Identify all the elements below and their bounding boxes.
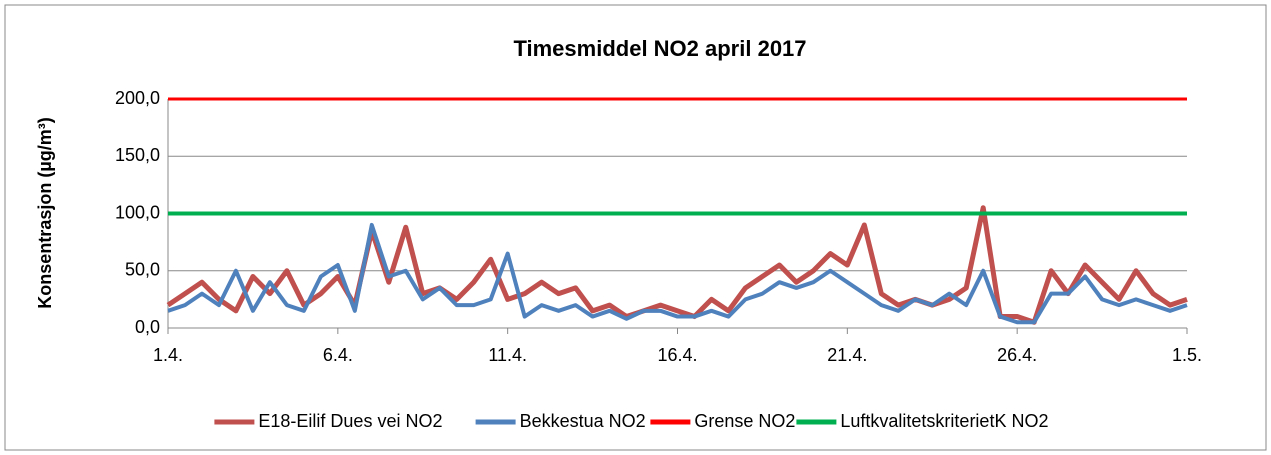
x-tick-label: 1.5. — [1172, 345, 1202, 365]
y-tick-label: 50,0 — [125, 260, 160, 280]
legend-label: E18-Eilif Dues vei NO2 — [258, 411, 442, 431]
chart-title: Timesmiddel NO2 april 2017 — [513, 36, 806, 61]
x-tick-label: 1.4. — [153, 345, 183, 365]
series-line — [167, 222, 1188, 325]
x-tick-label: 16.4. — [657, 345, 697, 365]
y-axis-title: Konsentrasjon (µg/m³) — [35, 117, 55, 308]
legend-label: Grense NO2 — [694, 411, 795, 431]
x-tick-label: 11.4. — [488, 345, 527, 365]
y-tick-label: 150,0 — [115, 145, 160, 165]
y-tick-label: 200,0 — [115, 88, 160, 108]
x-tick-label: 6.4. — [323, 345, 353, 365]
y-tick-label: 100,0 — [115, 202, 160, 222]
y-tick-label: 0,0 — [135, 317, 160, 337]
series-line — [166, 205, 1188, 325]
legend-label: Bekkestua NO2 — [520, 411, 646, 431]
x-tick-label: 21.4. — [827, 345, 867, 365]
legend-label: LuftkvalitetskriterietK NO2 — [840, 411, 1048, 431]
chart-frame — [4, 4, 1267, 451]
x-tick-label: 26.4. — [997, 345, 1037, 365]
